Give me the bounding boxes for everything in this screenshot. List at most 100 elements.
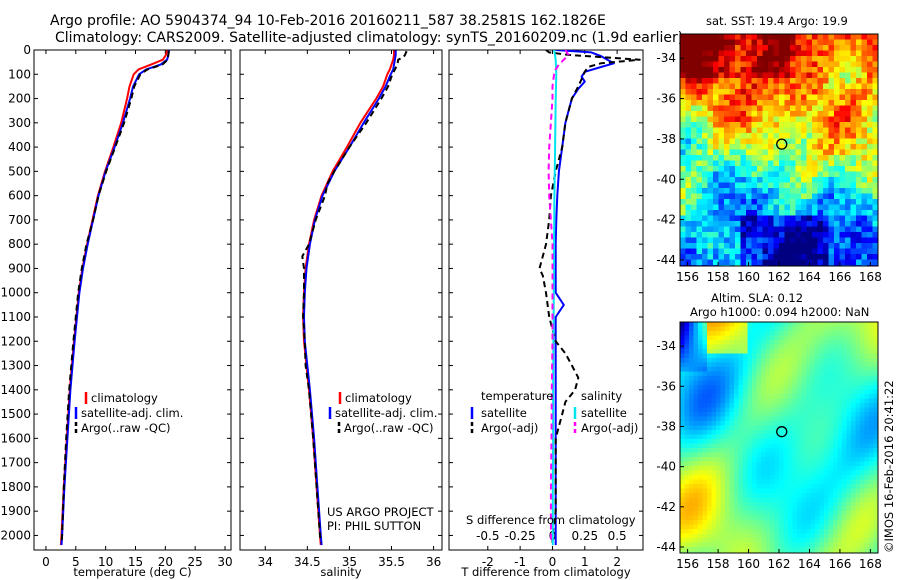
heatmap-cell (828, 353, 834, 359)
heatmap-cell (735, 45, 741, 51)
heatmap-cell (806, 188, 813, 194)
heatmap-cell (761, 538, 766, 543)
heatmap-cell (801, 340, 807, 345)
heatmap-cell (774, 389, 780, 395)
heatmap-cell (702, 78, 708, 84)
heatmap-cell (711, 380, 717, 386)
heatmap-cell (698, 353, 703, 359)
heatmap-cell (716, 542, 721, 548)
heatmap-cell (765, 367, 771, 372)
heatmap-cell (856, 34, 862, 40)
heatmap-cell (846, 497, 852, 503)
heatmap-cell (834, 67, 840, 73)
heatmap-cell (680, 439, 685, 444)
heatmap-cell (689, 326, 694, 332)
heatmap-cell (828, 193, 835, 200)
heatmap-cell (743, 416, 748, 422)
heatmap-cell (806, 56, 813, 62)
heatmap-cell (873, 452, 878, 458)
heatmap-cell (845, 50, 851, 57)
heatmap-cell (735, 221, 741, 227)
heatmap-cell (779, 50, 785, 57)
heatmap-cell (864, 416, 870, 422)
heatmap-cell (856, 204, 862, 211)
heatmap-cell (752, 434, 757, 440)
heatmap-cell (738, 353, 744, 359)
heatmap-cell (817, 78, 824, 84)
heatmap-cell (693, 367, 699, 372)
heatmap-cell (801, 83, 807, 90)
heatmap-cell (729, 149, 736, 156)
heatmap-cell (792, 493, 798, 498)
heatmap-cell (718, 78, 725, 84)
heatmap-cell (765, 434, 771, 440)
heatmap-cell (716, 367, 721, 372)
heatmap-cell (743, 488, 748, 494)
heatmap-cell (770, 511, 775, 516)
heatmap-cell (689, 407, 694, 413)
heatmap-cell (839, 39, 846, 46)
heatmap-cell (693, 466, 699, 471)
heatmap-cell (770, 430, 775, 435)
heatmap-cell (828, 166, 835, 172)
heatmap-cell (698, 380, 703, 386)
heatmap-cell (713, 105, 719, 112)
s-tick-label: -0.25 (505, 529, 536, 543)
heatmap-cell (812, 199, 818, 205)
heatmap-cell (689, 353, 694, 359)
heatmap-cell (834, 166, 840, 172)
heatmap-cell (718, 116, 725, 123)
heatmap-cell (761, 322, 766, 327)
heatmap-cell (783, 538, 789, 543)
heatmap-cell (828, 221, 835, 227)
heatmap-cell (846, 335, 852, 341)
heatmap-cell (774, 362, 780, 368)
heatmap-cell (846, 515, 852, 521)
heatmap-cell (845, 193, 851, 200)
heatmap-cell (872, 254, 878, 260)
heatmap-cell (788, 335, 793, 341)
heatmap-cell (685, 199, 692, 205)
heatmap-cell (693, 403, 699, 408)
heatmap-cell (691, 78, 697, 84)
heatmap-cell (810, 479, 816, 485)
heatmap-cell (790, 105, 796, 112)
heatmap-cell (823, 56, 829, 62)
heatmap-cell (716, 331, 721, 336)
heatmap-cell (716, 452, 721, 458)
heatmap-cell (842, 371, 847, 377)
heatmap-cell (783, 331, 789, 336)
heatmap-cell (702, 232, 708, 238)
heatmap-cell (824, 403, 829, 408)
heatmap-cell (765, 461, 771, 467)
heatmap-cell (691, 111, 697, 117)
heatmap-cell (834, 94, 840, 101)
heatmap-cell (828, 443, 834, 449)
heatmap-cell (729, 452, 735, 458)
heatmap-cell (784, 210, 791, 216)
heatmap-cell (851, 524, 856, 530)
heatmap-cell (810, 524, 816, 530)
heatmap-cell (740, 56, 747, 62)
heatmap-cell (773, 243, 780, 249)
heatmap-cell (869, 524, 874, 530)
heatmap-cell (828, 204, 835, 211)
heatmap-cell (774, 398, 780, 404)
heatmap-cell (867, 177, 873, 183)
heatmap-cell (680, 105, 686, 112)
heatmap-cell (867, 254, 873, 260)
heatmap-cell (784, 259, 791, 266)
heatmap-cell (837, 475, 843, 480)
heatmap-cell (797, 425, 802, 431)
heatmap-cell (864, 493, 870, 498)
heatmap-cell (810, 502, 816, 507)
heatmap-cell (735, 177, 741, 183)
heatmap-cell (823, 204, 829, 211)
heatmap-cell (680, 61, 686, 68)
heatmap-cell (698, 430, 703, 435)
heatmap-cell (693, 412, 699, 417)
heatmap-cell (698, 452, 703, 458)
heatmap-cell (698, 506, 703, 512)
heatmap-cell (855, 452, 861, 458)
heatmap-cell (839, 188, 846, 194)
